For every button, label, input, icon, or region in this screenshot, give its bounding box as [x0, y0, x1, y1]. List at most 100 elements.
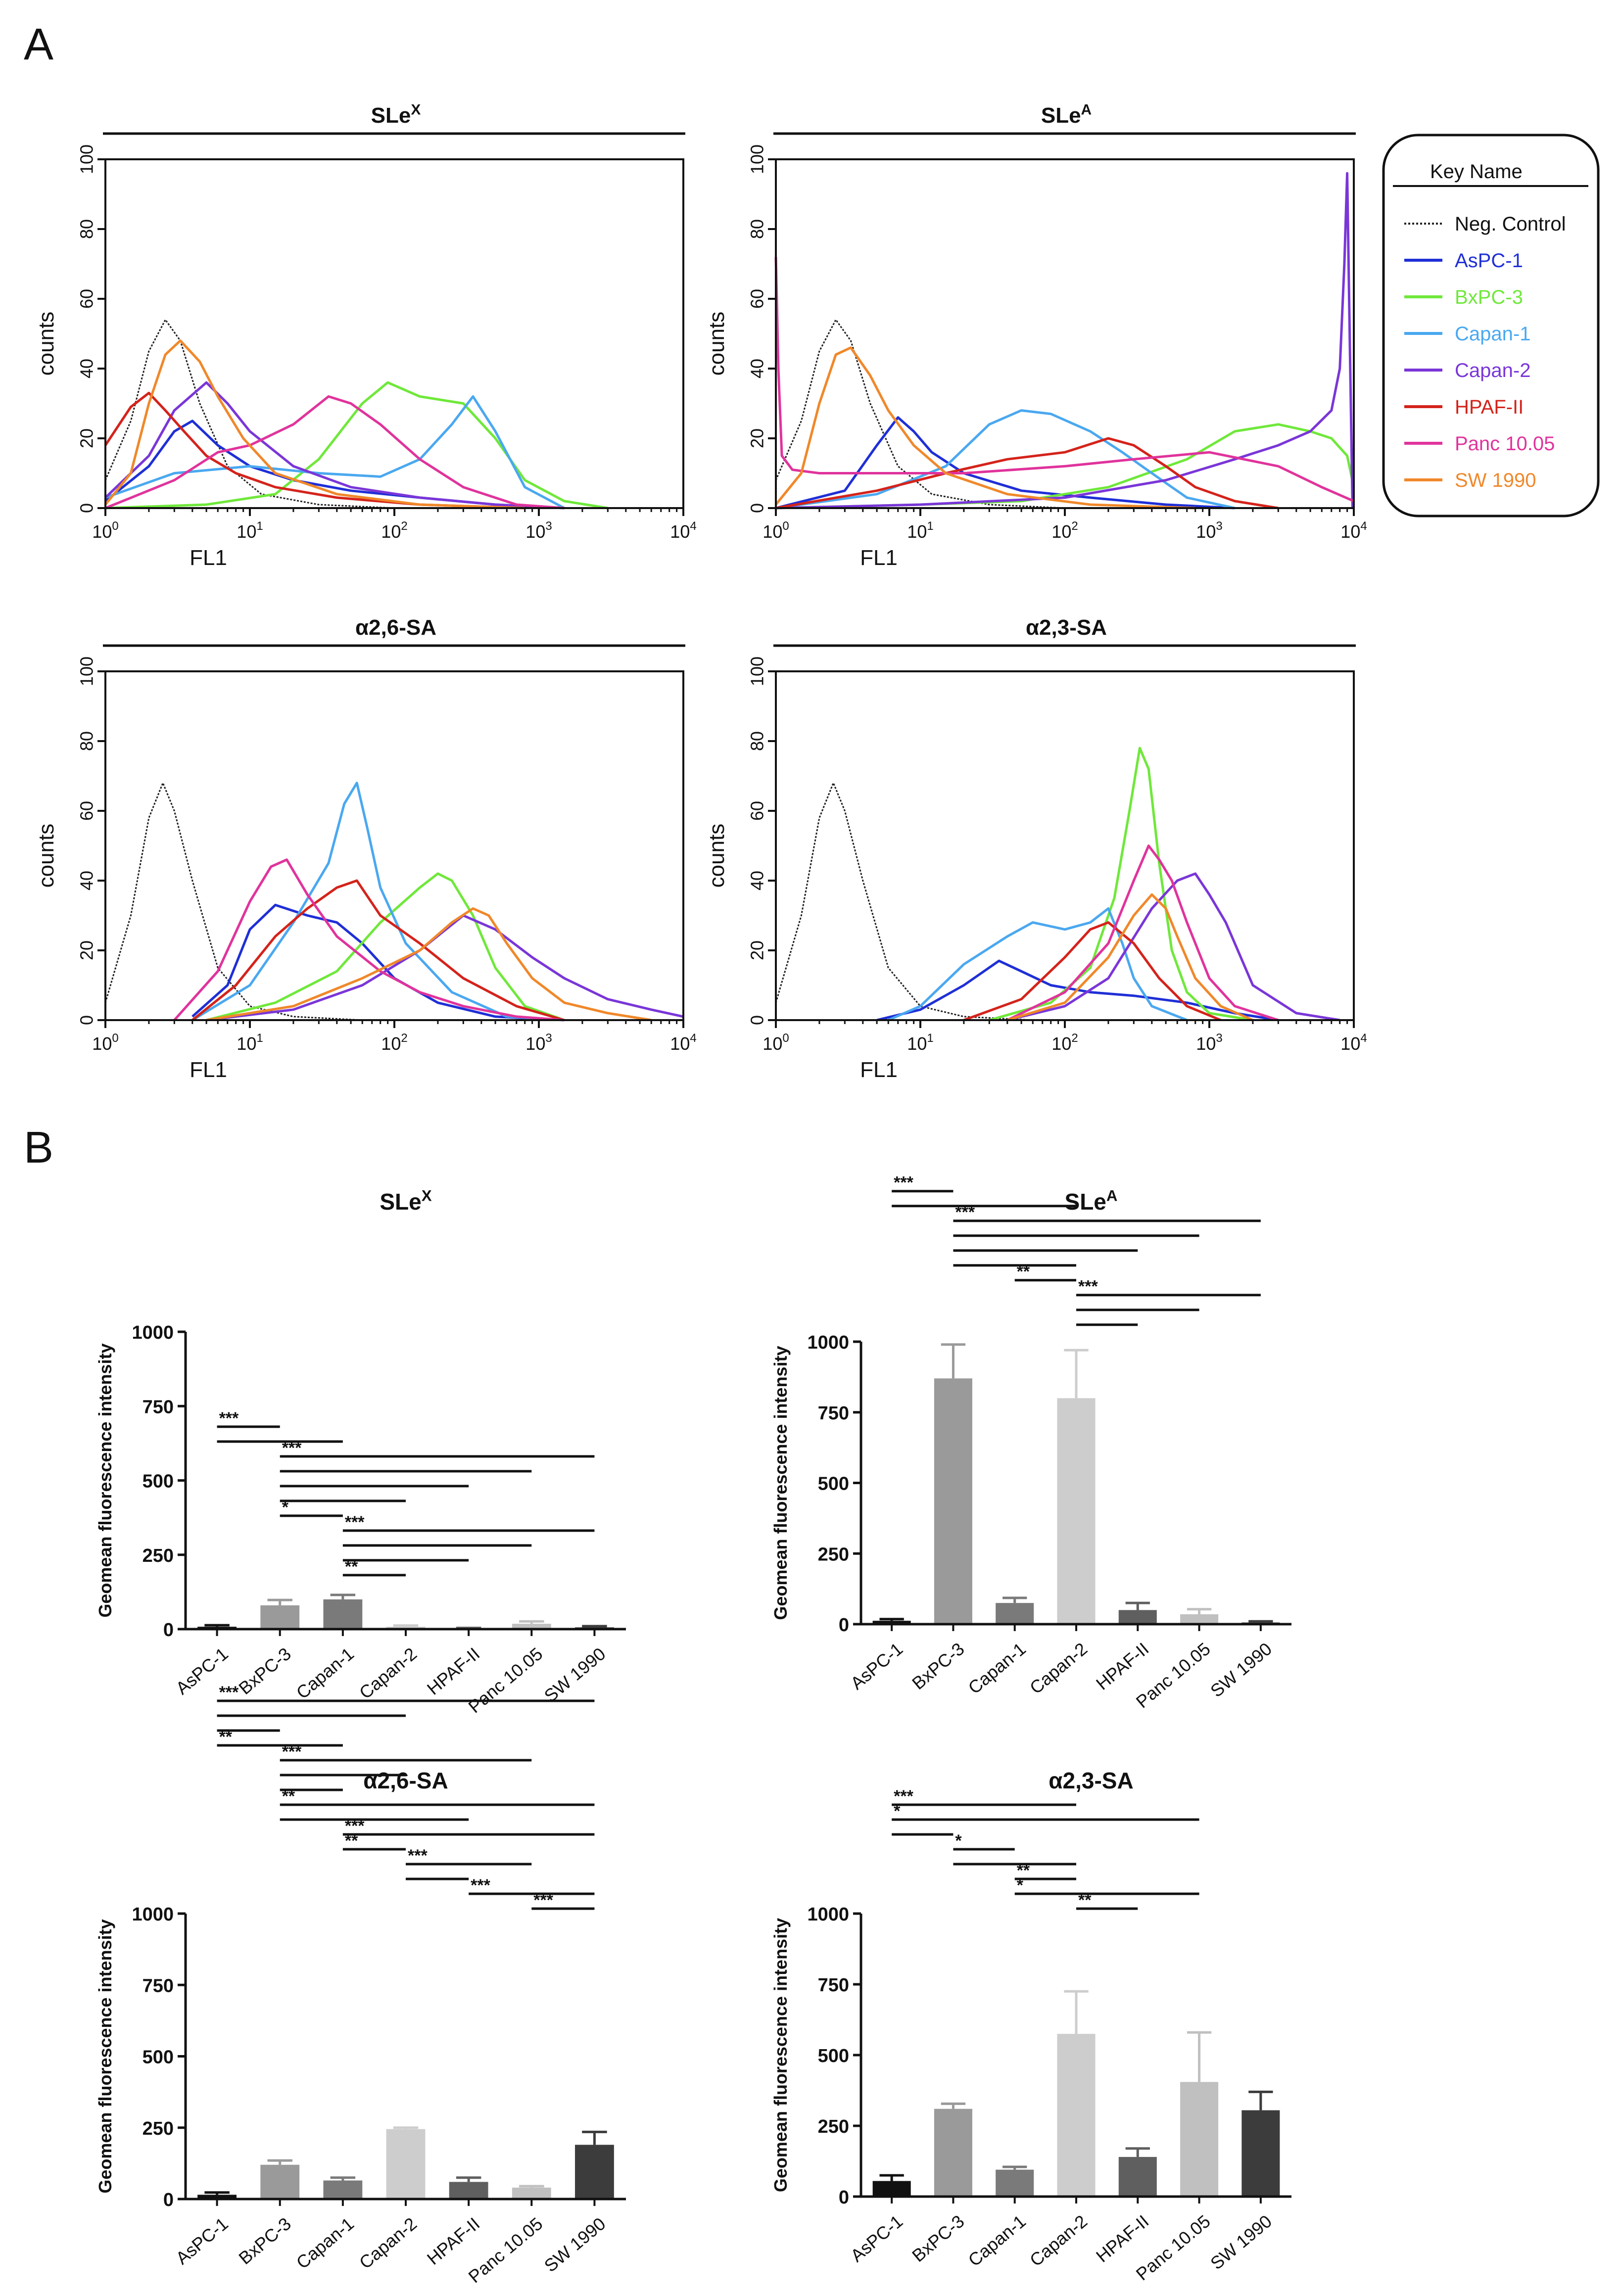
significance-label: *** — [408, 1846, 428, 1865]
bar-hpaf-ii — [1118, 2156, 1157, 2197]
series-line-neg-control — [104, 319, 395, 509]
bar-panc-10-05 — [1180, 2082, 1219, 2197]
bar-aspc-1 — [872, 1621, 911, 1624]
legend-title: Key Name — [1430, 161, 1523, 183]
bar-panc-10-05 — [512, 2187, 551, 2199]
hist-title: SLeX — [371, 101, 421, 128]
y-tick-label: 60 — [747, 289, 767, 309]
x-tick-label: 104 — [1340, 1031, 1367, 1054]
barchart-a26-sa: α2,6-SA 0 250 500 750 1000 AsPC-1 BxPC-3Capan-1… — [95, 1683, 626, 2287]
significance-label: *** — [471, 1876, 490, 1895]
y-tick-label: 100 — [77, 144, 97, 174]
x-tick-label: 101 — [907, 1031, 933, 1054]
x-tick-base: 10 — [237, 521, 256, 542]
bar-capan-2 — [386, 2129, 426, 2199]
x-tick-label: 101 — [907, 519, 933, 542]
bar-sw-1990 — [1241, 2110, 1280, 2197]
y-tick-label: 20 — [747, 940, 767, 960]
x-tick-exp: 2 — [1071, 1031, 1078, 1045]
significance-label: * — [894, 1802, 901, 1821]
x-tick-exp: 4 — [690, 1031, 696, 1045]
x-tick-label: 102 — [1051, 1031, 1078, 1054]
y-tick-label: 80 — [77, 731, 97, 751]
y-tick-label: 40 — [747, 871, 767, 890]
series-line-capan-2 — [104, 381, 565, 510]
y-tick-label: 60 — [77, 289, 97, 309]
series-line-panc-10-05 — [173, 858, 565, 1022]
y-axis-label: counts — [34, 824, 58, 888]
series-line-neg-control — [775, 319, 1065, 509]
bar-title: SLeA — [1065, 1187, 1118, 1215]
y-axis-label: counts — [34, 312, 58, 376]
y-tick-label: 0 — [747, 1015, 767, 1025]
x-tick-exp: 4 — [1360, 519, 1367, 533]
series-line-sw-1990 — [775, 346, 1195, 510]
x-tick-exp: 1 — [256, 1031, 263, 1045]
x-tick-base: 10 — [1196, 1033, 1216, 1054]
x-tick-exp: 3 — [1216, 519, 1222, 533]
y-axis-label: Geomean fluorescence intensity — [95, 1919, 115, 2193]
category-label-hpaf-ii: HPAF-II — [1092, 1639, 1152, 1694]
significance-label: *** — [282, 1439, 302, 1457]
x-tick-exp: 0 — [782, 1031, 789, 1045]
legend-label-neg-control: Neg. Control — [1455, 213, 1566, 235]
bar-hpaf-ii — [1118, 1610, 1157, 1624]
bar-bxpc-3 — [934, 1378, 972, 1624]
y-tick-label: 1000 — [807, 1904, 849, 1925]
category-label-hpaf-ii: HPAF-II — [423, 1643, 483, 1699]
bar-capan-2 — [1057, 1398, 1096, 1624]
x-axis-label: FL1 — [190, 1058, 227, 1082]
plot-frame — [775, 158, 1355, 509]
bar-bxpc-3 — [934, 2109, 972, 2197]
category-label-sw-1990: SW 1990 — [540, 1643, 610, 1706]
bar-title: α2,3-SA — [1049, 1768, 1133, 1793]
bar-aspc-1 — [872, 2181, 911, 2197]
legend-frame — [1382, 134, 1600, 517]
category-label-aspc-1: AsPC-1 — [172, 2213, 232, 2268]
series-line-capan-1 — [888, 907, 1188, 1022]
bar-panc-10-05 — [1180, 1614, 1219, 1624]
x-tick-base: 10 — [763, 521, 782, 542]
x-tick-label: 104 — [1340, 519, 1367, 542]
series-line-panc-10-05 — [1006, 844, 1279, 1022]
x-tick-base: 10 — [381, 521, 401, 542]
x-tick-label: 100 — [763, 519, 789, 542]
hist-title-sup: X — [411, 101, 421, 118]
y-tick-label: 20 — [77, 428, 97, 448]
x-tick-label: 103 — [525, 519, 552, 542]
y-tick-label: 750 — [143, 1975, 174, 1996]
bar-bxpc-3 — [260, 1605, 300, 1629]
bar-aspc-1 — [197, 2195, 237, 2199]
hist-title: SLeA — [1041, 101, 1092, 128]
significance-label: ** — [345, 1831, 358, 1850]
legend-label-capan-1: Capan-1 — [1455, 323, 1530, 345]
category-label-capan-2: Capan-2 — [1026, 1639, 1091, 1698]
bar-hpaf-ii — [449, 2182, 488, 2199]
bar-title-main: SLe — [380, 1189, 421, 1215]
category-label-aspc-1: AsPC-1 — [847, 1639, 906, 1693]
x-tick-base: 10 — [381, 1033, 401, 1054]
x-tick-label: 101 — [237, 1031, 263, 1054]
bar-capan-1 — [323, 1599, 363, 1629]
bar-capan-1 — [996, 2169, 1034, 2197]
category-label-bxpc-3: BxPC-3 — [235, 2213, 294, 2268]
y-tick-label: 250 — [818, 2116, 849, 2137]
bar-title-main: α2,3-SA — [1049, 1768, 1133, 1793]
x-tick-base: 10 — [670, 1033, 690, 1054]
significance-label: ** — [1078, 1891, 1092, 1910]
y-tick-label: 60 — [747, 801, 767, 821]
category-label-capan-1: Capan-1 — [964, 1639, 1030, 1698]
category-label-capan-1: Capan-1 — [292, 1643, 358, 1703]
category-label-hpaf-ii: HPAF-II — [1092, 2211, 1152, 2266]
x-tick-label: 103 — [1196, 1031, 1222, 1054]
significance-label: ** — [1017, 1861, 1030, 1880]
series-line-aspc-1 — [775, 416, 1235, 510]
x-tick-base: 10 — [670, 521, 690, 542]
category-label-hpaf-ii: HPAF-II — [423, 2213, 483, 2269]
category-label-sw-1990: SW 1990 — [1206, 2211, 1276, 2274]
y-axis-label: Geomean fluorescence intensity — [95, 1343, 115, 1617]
y-tick-label: 100 — [747, 144, 767, 174]
